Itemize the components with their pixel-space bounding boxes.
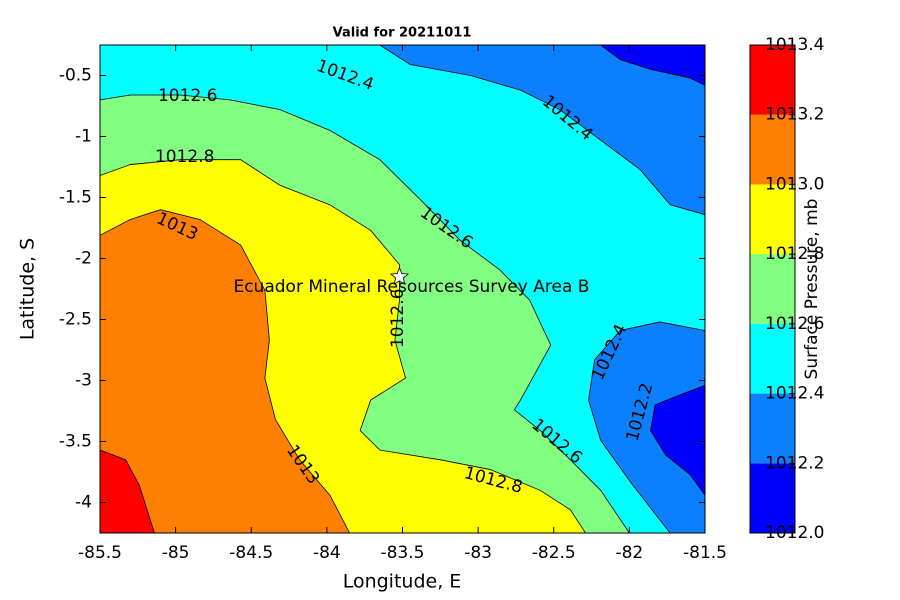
y-tick-label: -4 bbox=[75, 493, 92, 513]
y-axis-label: Latitude, S bbox=[17, 238, 39, 340]
x-tick-label: -83 bbox=[464, 543, 492, 563]
x-tick-label: -84 bbox=[313, 543, 341, 563]
site-marker bbox=[389, 266, 410, 285]
y-tick-label: -3.5 bbox=[59, 432, 92, 452]
colorbar-tick-label: 1012.0 bbox=[765, 523, 824, 543]
contour-label: 1012.8 bbox=[155, 147, 214, 167]
colorbar-segment bbox=[750, 463, 795, 533]
colorbar-tick-label: 1013.4 bbox=[765, 35, 824, 55]
y-tick-label: -0.5 bbox=[59, 66, 92, 86]
site-label: Ecuador Mineral Resources Survey Area B bbox=[233, 277, 589, 297]
colorbar-tick-label: 1013.2 bbox=[765, 105, 824, 125]
y-tick-label: -2 bbox=[75, 249, 92, 269]
contour-label: 1012.6 bbox=[388, 289, 408, 348]
x-tick-label: -82 bbox=[615, 543, 643, 563]
x-axis-label: Longitude, E bbox=[343, 571, 462, 593]
x-tick-label: -85.5 bbox=[78, 543, 122, 563]
colorbar-tick-label: 1012.6 bbox=[765, 314, 824, 334]
chart-title: Valid for 20211011 bbox=[333, 26, 472, 41]
contour-label: 1012.6 bbox=[158, 86, 217, 106]
x-tick-label: -83.5 bbox=[381, 543, 425, 563]
contour-region bbox=[100, 209, 351, 533]
colorbar-segment bbox=[750, 323, 795, 394]
colorbar-tick-label: 1012.4 bbox=[765, 384, 824, 404]
x-tick-label: -85 bbox=[162, 543, 190, 563]
colorbar-segment bbox=[750, 184, 795, 255]
colorbar-tick-label: 1013.0 bbox=[765, 174, 824, 194]
x-tick-label: -84.5 bbox=[229, 543, 273, 563]
colorbar-segment bbox=[750, 45, 795, 115]
contour-region bbox=[100, 449, 155, 533]
y-tick-label: -2.5 bbox=[59, 310, 92, 330]
colorbar-tick-label: 1012.2 bbox=[765, 453, 824, 473]
y-tick-label: -1 bbox=[75, 127, 92, 147]
x-tick-label: -82.5 bbox=[532, 543, 576, 563]
y-tick-label: -1.5 bbox=[59, 188, 92, 208]
colorbar-tick-label: 1012.8 bbox=[765, 244, 824, 264]
colorbar-segment bbox=[750, 254, 795, 324]
colorbar-label: Surface Pressure, mb bbox=[802, 199, 822, 380]
colorbar-frame bbox=[749, 44, 796, 534]
x-tick-label: -81.5 bbox=[683, 543, 727, 563]
y-tick-label: -3 bbox=[75, 371, 92, 391]
colorbar-segment bbox=[750, 393, 795, 464]
colorbar-segment bbox=[750, 114, 795, 185]
